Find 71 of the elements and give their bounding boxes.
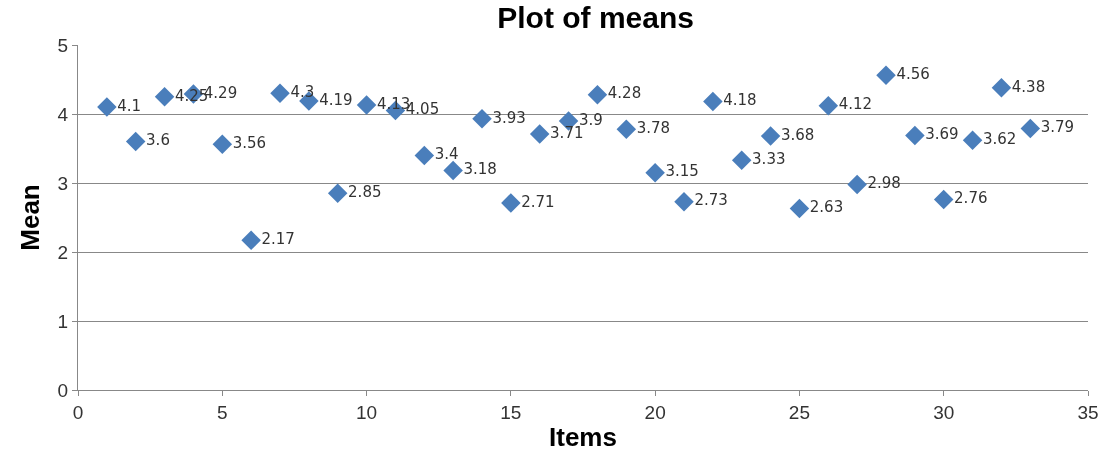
data-label: 3.18 [463,160,497,179]
point [154,87,175,107]
data-label: 4.1 [117,96,142,115]
point [212,134,233,155]
x-tick-label: 10 [356,401,378,423]
point [1020,118,1041,139]
y-tick-label: 3 [57,172,69,194]
y-tick-label: 2 [57,241,69,263]
data-label: 2.85 [348,183,382,202]
data-label: 3.33 [752,149,786,168]
point [125,131,146,152]
data-label: 2.17 [261,230,295,249]
point [876,65,896,86]
data-label: 3.69 [925,125,959,144]
x-tick-label: 0 [72,401,84,423]
point [472,109,492,129]
y-tick-label: 0 [57,379,69,401]
point [731,150,752,170]
point [760,126,781,146]
point [414,145,435,166]
data-label: 4.3 [290,83,315,102]
data-label: 4.38 [1011,77,1046,96]
point [529,124,550,144]
point [962,130,983,150]
data-label: 3.62 [982,129,1017,148]
point [443,160,463,181]
data-label: 2.76 [954,189,988,208]
data-label: 3.15 [665,162,699,181]
data-label: 4.56 [896,65,930,84]
data-label: 3.6 [146,131,170,150]
data-label: 4.18 [723,91,757,110]
data-label: 4.19 [319,90,353,109]
data-label: 3.79 [1040,118,1075,137]
point [327,183,348,204]
data-label: 4.28 [607,84,642,103]
point [616,119,637,139]
data-label: 4.12 [838,95,873,114]
data-label: 3.68 [780,125,815,144]
point [789,198,810,219]
y-axis-title: Mean [15,184,46,251]
point [501,193,521,213]
x-axis-title: Items [549,422,617,453]
point [674,191,694,212]
data-label: 2.71 [521,192,555,211]
data-label: 3.4 [434,145,459,164]
x-tick-label: 5 [217,401,228,423]
point [97,97,117,117]
data-label: 2.63 [809,198,844,217]
point [847,174,867,195]
point [645,162,665,183]
data-label: 3.78 [636,118,671,137]
x-tick-label: 25 [788,401,810,423]
chart-title: Plot of means [497,1,694,35]
x-tick-label: 35 [1077,401,1099,423]
point [905,125,925,146]
y-tick-label: 1 [57,310,69,332]
data-label: 3.56 [232,134,267,153]
y-tick-label: 4 [57,103,69,125]
point [241,230,261,251]
point [933,189,954,210]
x-tick-label: 20 [644,401,666,423]
data-label: 2.73 [694,191,728,210]
x-tick-label: 15 [500,401,522,423]
y-tick-label: 5 [57,34,69,56]
x-tick-label: 30 [933,401,955,423]
point [703,91,723,112]
point [818,95,839,116]
point [991,78,1012,98]
point [587,84,608,105]
point [270,83,290,104]
point [356,95,377,115]
